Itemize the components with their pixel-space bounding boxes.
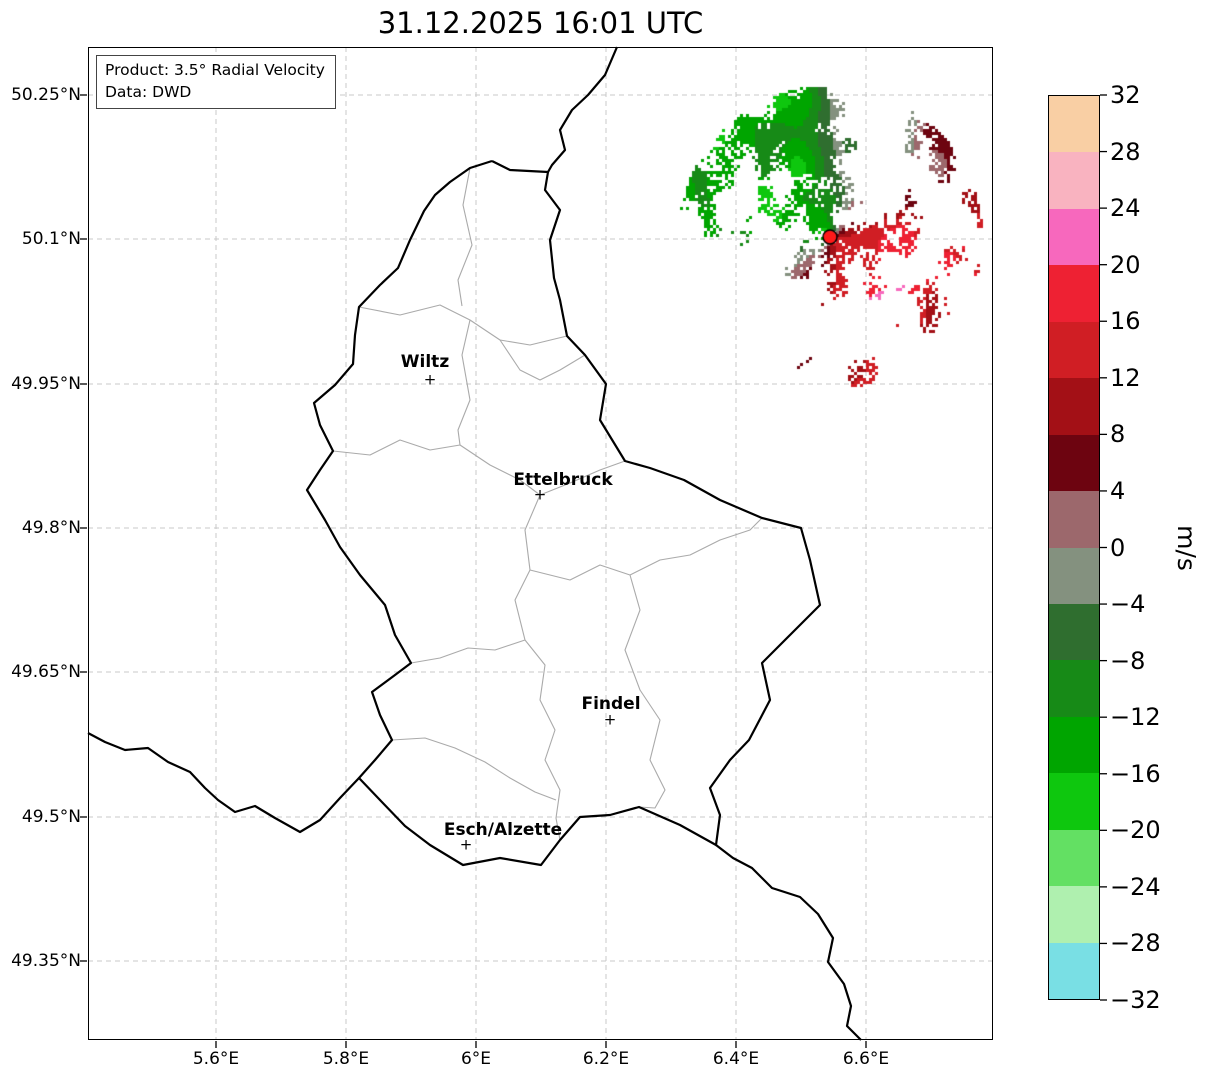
city-marker: + [459,835,473,854]
cb-tick-label: −8 [1110,646,1146,675]
cb-tick-label: −12 [1110,703,1161,732]
colorbar [1048,95,1100,1000]
x-tick-label: 6.2°E [582,1049,630,1069]
x-tick-label: 6.6°E [842,1049,890,1069]
cb-tick-label: 4 [1110,476,1126,505]
data-source-label: Data: DWD [105,82,192,101]
y-tick-label: 49.5°N [21,807,81,827]
city-label: Esch/Alzette [443,820,563,840]
product-label: Product: 3.5° Radial Velocity [105,61,325,79]
city-marker: + [603,710,617,729]
cb-tick-label: −4 [1110,590,1146,619]
colorbar-band [1049,208,1099,266]
cb-tick-label: −20 [1110,816,1161,845]
colorbar-band [1049,321,1099,379]
x-tick-label: 6°E [460,1049,492,1069]
city-label: Wiltz [400,352,450,372]
city-marker: + [533,485,547,504]
y-tick-label: 49.95°N [11,374,81,394]
product-info-box: Product: 3.5° Radial Velocity Data: DWD [96,55,336,110]
y-tick-label: 50.25°N [11,85,81,105]
colorbar-band [1049,603,1099,661]
cb-tick-label: 12 [1110,363,1141,392]
colorbar-band [1049,434,1099,492]
cb-tick-label: 0 [1110,533,1126,562]
cb-tick-label: 20 [1110,250,1141,279]
cb-tick-label: −28 [1110,929,1161,958]
city-label: Ettelbruck [513,470,613,490]
city-marker: + [423,370,437,389]
cb-tick-label: −32 [1110,986,1161,1014]
y-tick-label: 49.8°N [21,518,81,538]
y-tick-label: 49.65°N [11,662,81,682]
cb-tick-label: 16 [1110,307,1141,336]
colorbar-band [1049,773,1099,830]
cb-tick-label: 24 [1110,194,1141,223]
city-label: Findel [581,694,641,714]
cb-tick-label: −16 [1110,759,1161,788]
colorbar-band [1049,265,1099,322]
colorbar-band [1049,491,1099,548]
y-tick-label: 50.1°N [21,229,81,249]
colorbar-band [1049,660,1099,717]
cb-tick-label: −24 [1110,872,1161,901]
x-tick-label: 6.4°E [712,1049,760,1069]
colorbar-band [1049,886,1099,943]
x-tick-label: 5.6°E [192,1049,240,1069]
x-tick-label: 5.8°E [322,1049,370,1069]
colorbar-unit-label: m/s [1172,525,1201,571]
colorbar-band [1049,716,1099,774]
cb-tick-label: 28 [1110,137,1141,166]
cb-tick-label: 32 [1110,81,1141,109]
colorbar-band [1049,547,1099,604]
colorbar-band [1049,829,1099,887]
colorbar-band [1049,378,1099,435]
colorbar-band [1049,96,1099,153]
cb-tick-label: 8 [1110,420,1126,449]
colorbar-band [1049,152,1099,209]
y-tick-label: 49.35°N [11,951,81,971]
colorbar-band [1049,942,1099,999]
